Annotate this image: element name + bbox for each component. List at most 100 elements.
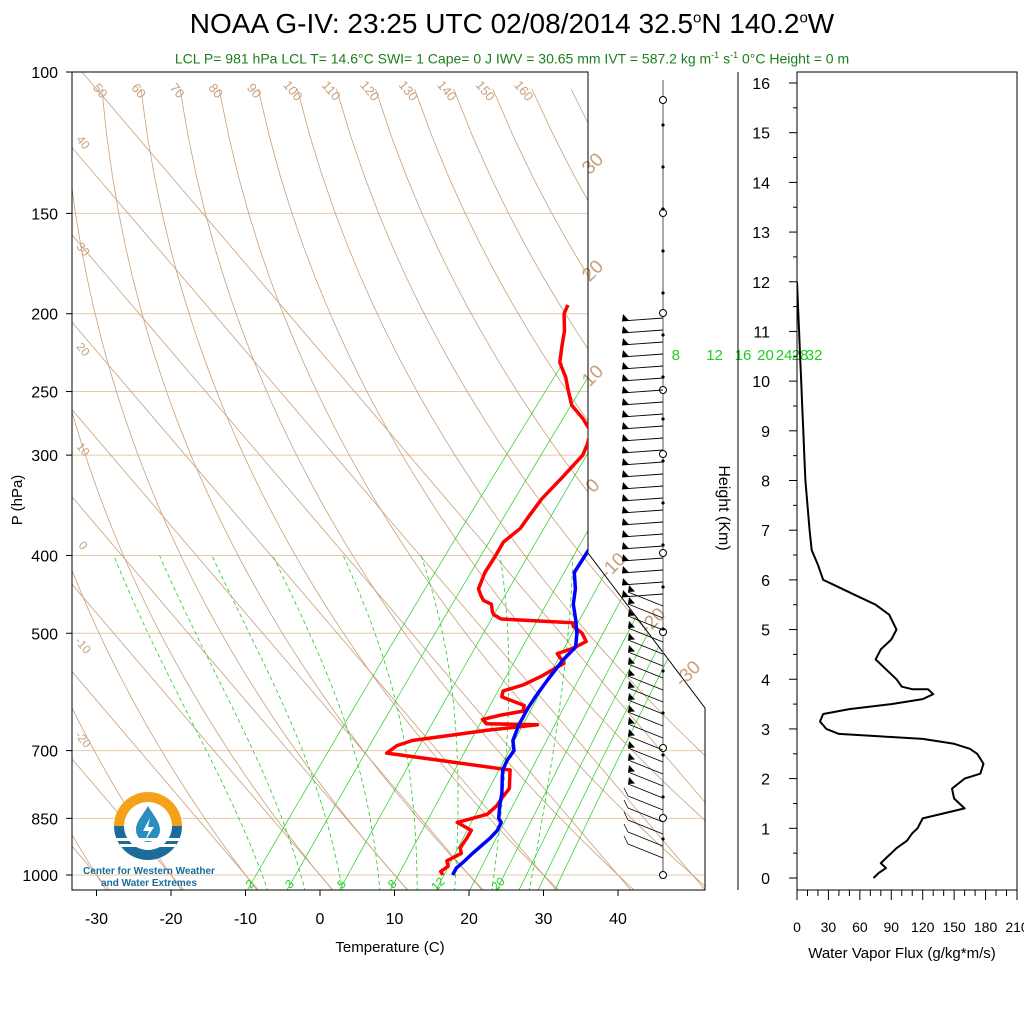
dry-adiabat-label: 80: [205, 80, 226, 101]
dry-adiabat-line: [453, 88, 705, 890]
x-tick-label: 40: [609, 911, 627, 928]
height-tick-label: 16: [752, 76, 770, 93]
wind-barb: [627, 831, 664, 847]
height-tick-label: 0: [761, 871, 770, 888]
dry-adiabat-line: [72, 88, 184, 890]
mixing-ratio-label: 3: [282, 876, 297, 891]
height-tick-label: 13: [752, 225, 770, 242]
dry-adiabat-line: [296, 88, 705, 890]
mixing-ratio-label: 12: [428, 874, 448, 894]
y-tick-label: 150: [31, 206, 58, 223]
dry-adiabat-label: 150: [473, 78, 498, 104]
mixing-ratio-label: 20: [757, 347, 774, 364]
barb-point: [661, 165, 665, 169]
wind-barb-flag: [622, 386, 629, 393]
wind-barb-flag: [622, 398, 629, 405]
wind-barb-flag: [628, 681, 635, 688]
calm-circle: [659, 96, 667, 104]
wind-barb-flag: [628, 609, 635, 616]
height-tick-label: 10: [752, 374, 770, 391]
isotherm-label: 0: [582, 475, 604, 497]
barb-point: [661, 627, 665, 631]
moist-adiabat-line: [211, 555, 344, 890]
mixing-ratio-line: [245, 362, 564, 890]
wind-barb: [627, 603, 664, 619]
flux-frame: [796, 71, 1018, 891]
wind-barb: [627, 615, 664, 631]
calm-circle: [659, 871, 667, 879]
height-tick-label: 11: [753, 324, 770, 341]
wind-barb-flag: [622, 494, 629, 501]
wind-barb: [627, 639, 664, 655]
skewt-border: [71, 71, 706, 891]
flux-x-tick-label: 60: [852, 919, 868, 935]
wind-barb: [627, 591, 664, 607]
mixing-ratio-label: 5: [334, 876, 349, 891]
barb-point: [661, 417, 665, 421]
dry-adiabat-label: 130: [396, 78, 421, 104]
calm-circle: [659, 549, 667, 557]
y-tick-label: 700: [31, 744, 58, 761]
logo-caption: Center for Western Weather and Water Extr…: [83, 866, 215, 889]
height-tick-label: 9: [761, 424, 770, 441]
height-axis-title: Height (Km): [715, 465, 732, 550]
isotherm-line: [81, 72, 705, 890]
mixing-ratio-label: 32: [806, 347, 823, 364]
dry-adiabat-label: 70: [167, 80, 188, 101]
mixing-ratio-line: [285, 362, 598, 890]
x-tick-label: 0: [316, 911, 325, 928]
dry-adiabat-label: 90: [244, 80, 265, 101]
wind-barb: [627, 747, 664, 763]
mixing-ratio-line: [536, 362, 705, 890]
flux-x-tick-label: 90: [883, 919, 899, 935]
flux-x-tick-label: 0: [793, 919, 801, 935]
wind-barb: [627, 711, 664, 727]
wind-barb-flag: [628, 585, 635, 592]
moist-adiabat-line: [342, 555, 418, 890]
dry-adiabat-label: 110: [319, 78, 344, 104]
wind-barb-flag: [628, 741, 635, 748]
calm-circle: [659, 744, 667, 752]
x-tick-label: -20: [159, 911, 182, 928]
wind-barb-flag: [622, 326, 629, 333]
height-tick-label: 7: [761, 523, 770, 540]
wind-barb: [627, 675, 664, 691]
wind-barb: [627, 699, 664, 715]
height-tick-label: 4: [761, 672, 770, 689]
dry-adiabat-label: 140: [434, 78, 459, 104]
wind-barb-flag: [622, 446, 629, 453]
barb-point: [661, 207, 665, 211]
wind-barb: [627, 687, 664, 703]
dry-adiabat-line: [728, 89, 1024, 892]
barb-point: [661, 333, 665, 337]
isotherm-label: 0: [76, 538, 91, 552]
flux-x-tick-label: 150: [942, 919, 966, 935]
wind-barbs: [621, 96, 667, 879]
height-tick-label: 3: [761, 722, 770, 739]
calm-circle: [659, 309, 667, 317]
y-tick-label: 400: [31, 548, 58, 565]
wind-barb-flag: [628, 693, 635, 700]
wind-barb-flag: [628, 705, 635, 712]
y-tick-label: 250: [31, 385, 58, 402]
wind-barb-flag: [628, 777, 635, 784]
skewt-background: [72, 72, 1024, 892]
wind-barb: [627, 627, 664, 643]
calm-circle: [659, 450, 667, 458]
mixing-ratio-line: [468, 362, 705, 890]
dry-adiabat-line: [72, 88, 259, 890]
mixing-ratio-label: 2: [243, 876, 258, 891]
dry-adiabat-label: 100: [280, 78, 305, 104]
isotherm-label: -10: [72, 634, 94, 657]
wind-barb: [627, 783, 664, 799]
wind-barb-flag: [622, 542, 629, 549]
dry-adiabat-line: [336, 88, 705, 890]
x-axis-title: Temperature (C): [335, 939, 444, 956]
dry-adiabat-line: [179, 88, 637, 890]
x-tick-label: 20: [460, 911, 478, 928]
y-tick-label: 850: [31, 811, 58, 828]
height-tick-label: 15: [752, 126, 770, 143]
barb-point: [661, 585, 665, 589]
isotherm-line: [72, 72, 557, 890]
